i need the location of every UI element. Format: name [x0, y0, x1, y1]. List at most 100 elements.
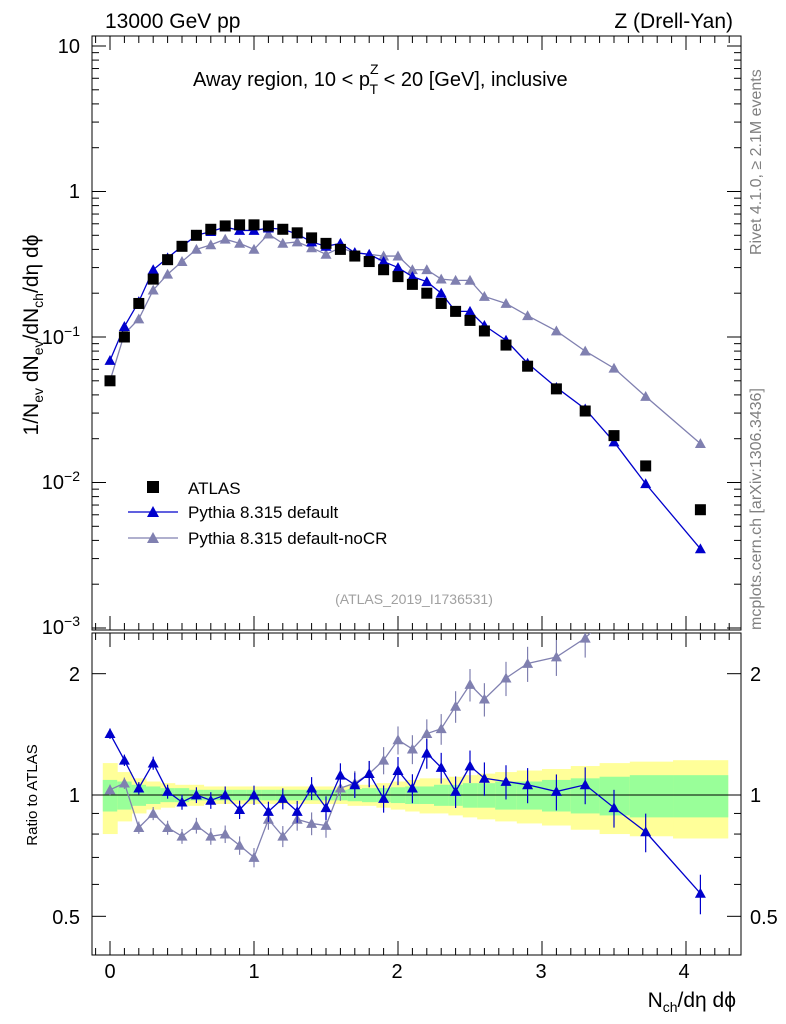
ratio-point-nocr: [234, 839, 246, 850]
ratio-tick-1-left: 1: [69, 785, 80, 807]
y-tick-0.01: 10−2: [42, 468, 80, 494]
point-nocr: [450, 274, 462, 285]
ratio-tick-2-left: 2: [69, 664, 80, 686]
point-nocr: [608, 362, 620, 373]
point-atlas: [500, 339, 512, 351]
ratio-point-default: [579, 779, 591, 790]
ratio-line-nocr: [109, 633, 592, 859]
point-default: [392, 262, 404, 272]
point-atlas: [464, 314, 476, 326]
point-atlas: [421, 287, 433, 299]
ratio-point-default: [104, 728, 116, 739]
point-nocr: [162, 268, 174, 279]
ratio-point-default: [262, 806, 274, 816]
point-nocr: [320, 248, 332, 259]
point-default: [694, 543, 706, 554]
series-line-nocr: [109, 233, 701, 445]
ratio-point-default: [608, 802, 620, 813]
ratio-point-default: [219, 789, 231, 800]
point-atlas: [162, 254, 174, 266]
ratio-point-default: [435, 762, 447, 772]
point-atlas: [406, 278, 418, 290]
ratio-panel-frame: [91, 632, 742, 956]
point-nocr: [392, 250, 404, 261]
x-tick-1: 1: [248, 961, 259, 983]
point-atlas: [104, 375, 116, 387]
ratio-point-default: [349, 779, 361, 790]
ratio-point-nocr: [450, 700, 462, 711]
ratio-line-default: [109, 733, 701, 894]
ratio-point-default: [522, 779, 534, 790]
main-panel-frame: [91, 35, 742, 631]
y-tick-10: 10: [58, 36, 80, 58]
point-default: [406, 271, 418, 282]
point-default: [147, 264, 159, 275]
ratio-point-nocr: [392, 734, 404, 745]
point-atlas: [248, 219, 260, 231]
ratio-point-nocr: [104, 784, 116, 795]
plot-annotation: Away region, 10 < pZ T < 20 [GeV], inclus…: [193, 61, 568, 97]
legend-label-default: Pythia 8.315 default: [188, 503, 339, 522]
ratio-point-nocr: [133, 822, 145, 833]
ratio-point-default: [500, 776, 512, 786]
axis-ticks: [92, 36, 741, 955]
header-energy: 13000 GeV pp: [105, 10, 240, 33]
point-atlas: [147, 273, 159, 285]
point-nocr: [421, 264, 433, 275]
point-nocr: [291, 236, 303, 247]
point-nocr: [205, 239, 217, 250]
ratio-point-nocr: [306, 817, 318, 828]
ratio-tick-0.5-right: 0.5: [750, 907, 778, 929]
x-tick-3: 3: [535, 961, 546, 983]
point-nocr: [234, 237, 246, 248]
ratio-point-nocr: [609, 603, 620, 613]
x-tick-2: 2: [391, 961, 402, 983]
ratio-y-tick-labels: 2 1 0.5 2 1 0.5: [52, 664, 778, 929]
y-tick-0.1: 10−1: [42, 323, 80, 349]
point-nocr: [478, 290, 490, 301]
ratio-point-default: [176, 796, 188, 807]
ratio-point-default: [133, 782, 145, 793]
y-tick-1: 1: [69, 181, 80, 203]
ratio-point-nocr: [522, 657, 534, 668]
point-atlas: [694, 504, 706, 516]
ratio-point-default: [320, 802, 332, 813]
point-atlas: [118, 331, 130, 343]
point-nocr: [306, 242, 318, 253]
ratio-point-default: [450, 786, 462, 796]
point-atlas: [435, 297, 447, 309]
point-atlas: [450, 305, 462, 317]
point-atlas: [205, 223, 217, 235]
ratio-band-stat: [629, 775, 674, 818]
ratio-point-nocr: [464, 679, 476, 689]
legend-marker-nocr: [147, 532, 159, 543]
ratio-point-nocr: [162, 822, 174, 833]
series-line-default: [109, 226, 701, 550]
point-atlas: [349, 250, 361, 262]
x-tick-4: 4: [678, 961, 689, 983]
ratio-point-default: [464, 760, 476, 771]
ratio-point-default: [205, 794, 217, 805]
point-nocr: [406, 264, 418, 275]
legend-marker-default: [147, 506, 159, 517]
main-series: [104, 219, 706, 554]
ratio-point-nocr: [378, 754, 390, 765]
ratio-point-default: [248, 789, 260, 800]
ratio-point-nocr: [277, 830, 289, 841]
point-atlas: [190, 229, 202, 241]
ratio-point-nocr: [435, 723, 447, 734]
ratio-point-default: [478, 772, 490, 783]
header-process: Z (Drell-Yan): [614, 10, 733, 33]
legend-label-atlas: ATLAS: [188, 479, 241, 498]
ratio-point-nocr: [205, 830, 217, 841]
ratio-point-nocr: [406, 743, 418, 754]
point-atlas: [320, 237, 332, 249]
point-atlas: [277, 223, 289, 235]
analysis-id: (ATLAS_2019_I1736531): [335, 591, 493, 607]
point-atlas: [262, 220, 274, 232]
x-tick-labels: 0 1 2 3 4: [104, 961, 689, 983]
point-nocr: [262, 228, 274, 239]
point-atlas: [392, 271, 404, 283]
point-nocr: [248, 243, 260, 254]
point-nocr: [435, 273, 447, 284]
